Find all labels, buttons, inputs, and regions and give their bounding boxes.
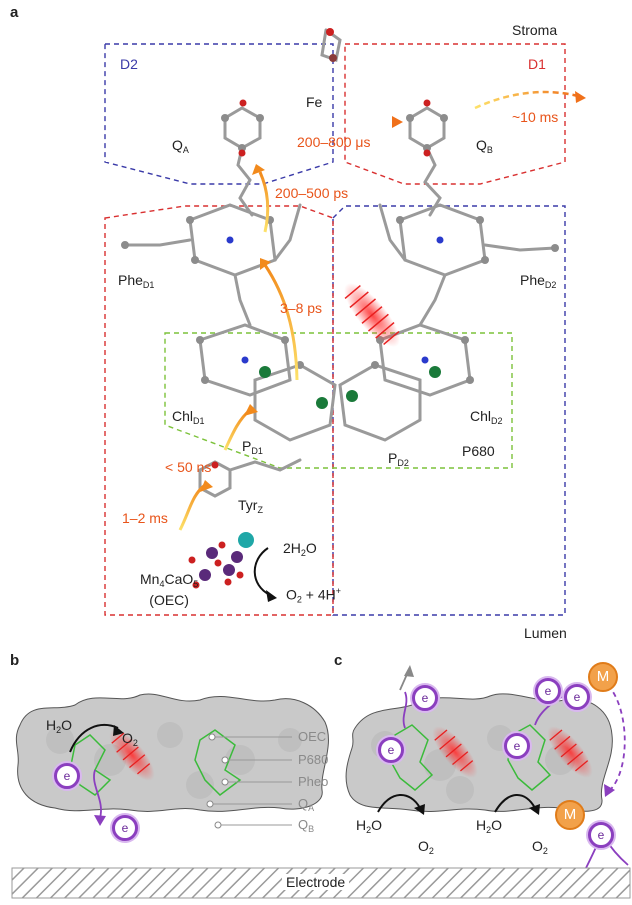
legend-leaders-b xyxy=(210,736,292,826)
chl-d2-label: ChlD2 xyxy=(470,408,503,426)
panel-c-h2o-2: H2O xyxy=(476,817,503,835)
electron-badge-c2: e xyxy=(378,737,404,763)
light-b xyxy=(109,729,155,781)
products-label: O2 + 4H+ xyxy=(286,586,342,605)
timing-tyr-p: < 50 ns xyxy=(165,459,212,475)
arrow-qb-out xyxy=(474,90,579,110)
oec-cluster xyxy=(188,532,254,589)
legend-dots-b xyxy=(206,733,229,829)
panel-a-label: a xyxy=(10,4,19,21)
electron-badge-c6: e xyxy=(588,822,614,848)
timing-phe-qa: 200–500 ps xyxy=(275,185,349,201)
timing-qb-out: ~10 ms xyxy=(512,109,559,125)
phe-d2-label: PheD2 xyxy=(520,272,557,290)
arrow-p-to-phe xyxy=(263,264,299,381)
d1-boundary xyxy=(344,43,566,185)
mediator-badge-c1: M xyxy=(588,662,618,692)
panel-c-o2-1: O2 xyxy=(418,838,434,856)
electron-badge-b1: e xyxy=(54,763,80,789)
heteroatoms xyxy=(211,28,444,469)
oec-label: Mn4CaO5 (OEC) xyxy=(140,571,199,608)
pd2-label: PD2 xyxy=(388,450,409,468)
qa-label: QA xyxy=(172,137,189,155)
legend-p680: P680 xyxy=(298,752,329,767)
qb-label: QB xyxy=(476,137,493,155)
legend-oec: OEC xyxy=(298,729,327,744)
psii-protein-c xyxy=(345,693,613,813)
timing-qa-qb: 200–800 μs xyxy=(297,134,371,150)
legend-qa: QA xyxy=(298,796,315,813)
arrow-oec-to-tyr xyxy=(178,483,206,531)
pd1-label: PD1 xyxy=(242,438,263,456)
d2-boundary xyxy=(104,43,334,185)
light-c2 xyxy=(547,726,593,778)
panel-b-label: b xyxy=(10,652,20,669)
light-excitation xyxy=(344,283,400,347)
water-arrow-b xyxy=(69,724,119,753)
water-arrow-c2 xyxy=(494,794,536,813)
mediator-badge-c2: M xyxy=(555,800,585,830)
panel-c-h2o-1: H2O xyxy=(356,817,383,835)
electron-badge-b2: e xyxy=(112,815,138,841)
legend-qb: QB xyxy=(298,817,315,834)
light-c1 xyxy=(432,726,478,778)
panel-c-o2-2: O2 xyxy=(532,838,548,856)
panel-c-label: c xyxy=(334,652,343,669)
p680-boundary xyxy=(164,332,513,469)
d2-label: D2 xyxy=(120,56,138,72)
chl-d1-label: ChlD1 xyxy=(172,408,205,426)
fe-label: Fe xyxy=(306,94,323,110)
water-arrow-c1 xyxy=(377,794,421,813)
arrow-phe-to-qa xyxy=(258,171,270,233)
mediator-path-c xyxy=(607,684,626,791)
legend-pheo: Pheo xyxy=(298,774,329,789)
cofactors-c xyxy=(389,724,552,791)
electron-badge-c5: e xyxy=(564,684,590,710)
electron-badge-c4: e xyxy=(535,678,561,704)
timing-oec-tyr: 1–2 ms xyxy=(122,510,168,526)
water-oxidation-arrow xyxy=(253,547,271,596)
electron-path-b xyxy=(93,769,102,819)
electrode-label: Electrode xyxy=(282,874,350,890)
d1-lower-boundary xyxy=(104,205,334,616)
d2-lower-boundary xyxy=(332,205,566,616)
stroma-label: Stroma xyxy=(512,22,558,38)
lumen-label: Lumen xyxy=(524,625,567,641)
cofactor-structure xyxy=(123,28,557,498)
electron-badge-c1: e xyxy=(412,685,438,711)
phe-d1-label: PheD1 xyxy=(118,272,155,290)
tyrz-label: TyrZ xyxy=(238,497,263,515)
electron-badge-c3: e xyxy=(504,733,530,759)
panel-b-h2o: H2O xyxy=(46,717,73,735)
water-label: 2H2O xyxy=(283,540,317,558)
electron-path-c1 xyxy=(402,691,408,729)
p680-label: P680 xyxy=(462,443,495,459)
d1-label: D1 xyxy=(528,56,546,72)
panel-b-o2: O2 xyxy=(122,730,138,748)
timing-p-phe: 3–8 ps xyxy=(280,300,323,316)
